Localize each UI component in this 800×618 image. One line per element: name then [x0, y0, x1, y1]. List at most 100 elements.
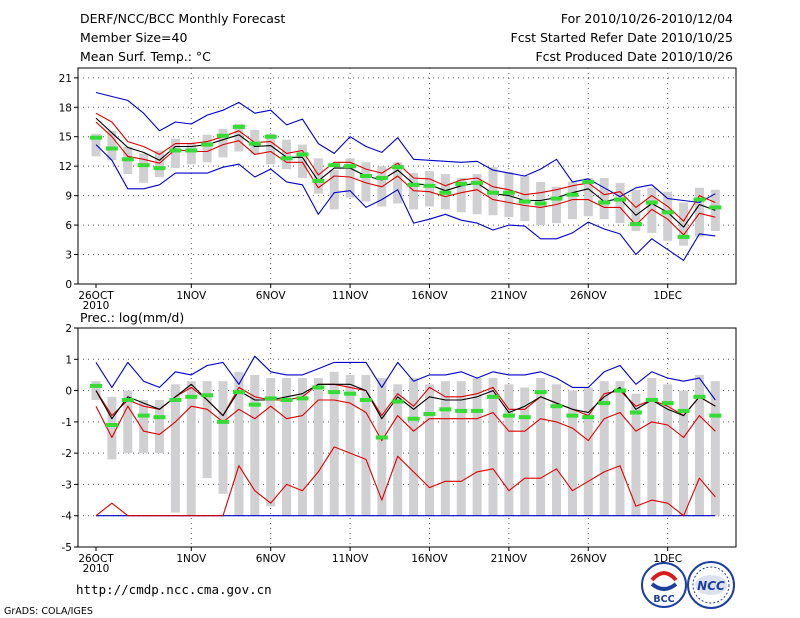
prec-spread-box — [186, 381, 196, 516]
prec-spread-box — [456, 381, 466, 516]
prec-spread-box — [107, 396, 117, 460]
prec-median-mark — [407, 416, 420, 421]
temp-spread-box — [567, 181, 577, 220]
prec-median-mark — [312, 385, 325, 390]
temp-spread-box — [266, 133, 276, 165]
prec-spread-box — [552, 384, 562, 516]
prec-median-mark — [296, 396, 309, 401]
prec-median-mark — [502, 413, 515, 418]
prec-median-mark — [232, 390, 245, 395]
temp-spread-box — [679, 202, 689, 246]
temp-series-upper — [95, 112, 716, 222]
temp-spread-box — [583, 177, 593, 217]
prec-x-tick-label: 1NOV — [176, 553, 207, 565]
temp-series-mean — [95, 117, 716, 228]
prec-median-mark — [169, 397, 182, 402]
temp-spread-box — [631, 189, 641, 231]
temp-spread-box — [361, 162, 371, 202]
prec-spread-box — [123, 390, 133, 454]
temp-median-mark — [502, 190, 515, 195]
prec-median-mark — [121, 397, 134, 402]
prec-x-year-label: 2010 — [83, 563, 110, 575]
source-url[interactable]: http://cmdp.ncc.cma.gov.cn — [76, 582, 272, 597]
temp-median-mark — [391, 165, 404, 170]
ncc-logo-ring — [687, 561, 735, 609]
temp-spread-box — [218, 128, 228, 158]
prec-median-mark — [153, 415, 166, 420]
ncc-logo-globe — [695, 575, 727, 595]
temp-spread-box — [202, 134, 212, 163]
prec-median-mark — [582, 415, 595, 420]
prec-spread-box — [647, 378, 657, 516]
temp-y-tick-label: 9 — [65, 191, 72, 203]
temp-x-tick-label: 26OCT — [78, 290, 114, 302]
prec-median-mark — [487, 394, 499, 399]
prec-y-tick-label: 1 — [65, 354, 72, 366]
temp-median-mark — [217, 133, 230, 138]
temp-median-mark — [375, 175, 388, 180]
temp-median-mark — [169, 148, 182, 153]
bcc-logo-ring — [641, 562, 687, 608]
temp-y-tick-label: 3 — [65, 250, 72, 262]
prec-median-mark — [566, 413, 579, 418]
prec-median-mark — [391, 399, 404, 404]
temp-spread-box — [424, 171, 434, 207]
temp-median-mark — [629, 222, 642, 227]
prec-y-tick-label: -4 — [62, 511, 73, 523]
prec-spread-box — [218, 381, 228, 494]
prec-spread-box — [234, 371, 244, 516]
temp-series-min — [95, 144, 716, 261]
temp-spread-box — [393, 162, 403, 204]
temp-median-mark — [232, 124, 245, 129]
prec-median-mark — [375, 435, 388, 440]
prec-spread-box — [266, 378, 276, 507]
temp-median-mark — [518, 199, 531, 204]
prec-median-mark — [661, 401, 674, 406]
refer-date-label: Fcst Started Refer Date 2010/10/25 — [511, 30, 734, 45]
temp-median-mark — [677, 234, 690, 239]
prec-median-mark — [534, 390, 547, 395]
prec-series-lower — [95, 399, 716, 442]
temp-x-tick-label: 11NOV — [332, 290, 369, 302]
member-size-label: Member Size=40 — [80, 30, 187, 45]
prec-median-mark — [137, 413, 150, 418]
prec-spread-box — [615, 381, 625, 516]
prec-spread-box — [345, 374, 355, 516]
ncc-logo: NCC — [687, 561, 735, 609]
temp-series-max — [95, 91, 716, 204]
prec-spread-box — [663, 384, 673, 516]
prec-spread-box — [250, 374, 260, 516]
prec-median-mark — [614, 388, 627, 393]
prec-x-tick-label: 11NOV — [332, 553, 369, 565]
prec-median-mark — [185, 394, 198, 399]
temp-x-year-label: 2010 — [83, 300, 110, 312]
temp-spread-box — [107, 130, 117, 161]
temp-spread-box — [663, 191, 673, 241]
prec-spread-box — [536, 378, 546, 516]
prec-median-mark — [201, 393, 214, 398]
temp-median-mark — [296, 152, 309, 157]
prec-median-mark — [328, 390, 341, 395]
prec-spread-box — [694, 374, 704, 516]
temp-spread-box — [282, 139, 292, 170]
temp-median-mark — [90, 135, 102, 140]
prec-spread-box — [377, 378, 387, 516]
prec-median-mark — [344, 391, 357, 396]
temp-median-mark — [264, 134, 277, 139]
prec-series-low_spread — [95, 446, 716, 517]
temp-y-tick-label: 12 — [59, 161, 72, 173]
prec-spread-box — [170, 384, 180, 513]
temp-median-mark — [280, 156, 293, 161]
prec-spread-box — [202, 381, 212, 479]
temp-median-mark — [598, 200, 611, 205]
temp-spread-box — [694, 187, 704, 237]
prec-median-mark — [217, 419, 230, 424]
temp-median-mark — [185, 148, 198, 153]
prec-median-mark — [518, 415, 531, 420]
temp-x-tick-label: 16NOV — [411, 290, 448, 302]
prec-spread-box — [710, 381, 720, 516]
prec-x-tick-label: 1DEC — [653, 553, 682, 565]
temp-spread-box — [139, 153, 149, 183]
prec-spread-box — [329, 371, 339, 516]
temp-spread-box — [520, 176, 530, 222]
